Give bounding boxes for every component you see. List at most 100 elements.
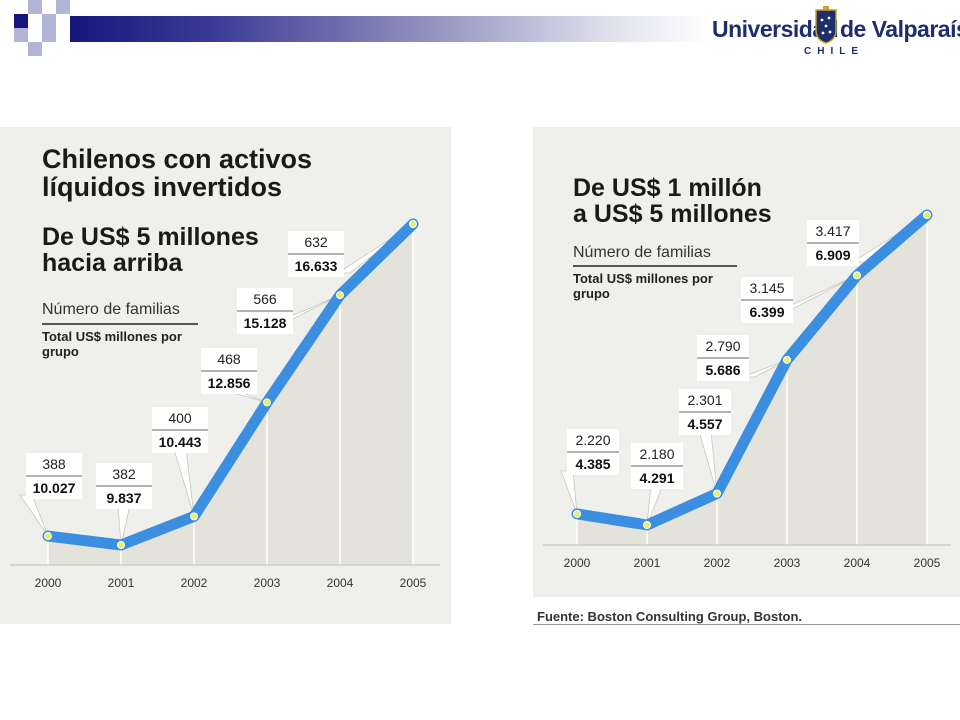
deco-square — [42, 28, 56, 42]
data-label-total: 15.128 — [244, 315, 287, 331]
callout-box-families — [96, 463, 152, 485]
callout-box-total — [237, 312, 293, 334]
data-label-total: 4.557 — [687, 416, 722, 432]
data-label-families: 400 — [168, 410, 192, 426]
callout-box-total — [697, 359, 749, 381]
deco-square — [14, 28, 28, 42]
callout-box-total — [807, 244, 859, 266]
data-label-total: 5.686 — [705, 362, 740, 378]
callout-box-total — [679, 413, 731, 435]
x-tick-label: 2005 — [400, 576, 427, 590]
callout-pointer — [173, 448, 195, 517]
data-label-total: 12.856 — [208, 375, 251, 391]
callout-pointer — [19, 494, 49, 537]
data-label-families: 382 — [112, 466, 136, 482]
callout-box-total — [288, 255, 344, 277]
deco-square — [56, 0, 70, 14]
callout-pointer — [560, 470, 578, 515]
callout-box-total — [96, 487, 152, 509]
chart-right-subtitle: De US$ 1 millón a US$ 5 millones — [573, 174, 772, 229]
chart-panel-left: 2000 2001 2002 2003 2004 2005 388 10.027 382 9.83… — [0, 127, 451, 624]
chart-source: Fuente: Boston Consulting Group, Boston. — [537, 609, 803, 624]
callout-box-total — [631, 467, 683, 489]
callout-box-families — [679, 389, 731, 411]
data-point — [263, 398, 271, 407]
x-tick-label: 2004 — [327, 576, 354, 590]
callout-box-families — [741, 277, 793, 299]
data-point — [409, 220, 417, 228]
data-point — [44, 532, 52, 541]
data-label-families: 468 — [217, 351, 241, 367]
header-gradient-bar — [70, 16, 710, 42]
data-label-total: 10.443 — [159, 434, 202, 450]
chart-left-legend-total: Total US$ millones por grupo — [42, 329, 182, 359]
callout-box-total — [26, 477, 82, 499]
data-point — [643, 521, 651, 529]
data-point — [117, 541, 125, 549]
university-logo: Universidad de Valparaíso CHILE — [712, 6, 960, 60]
shield-icon — [815, 6, 837, 44]
callout-box-families — [567, 429, 619, 451]
series-line — [42, 218, 419, 551]
callout-box-families — [631, 443, 683, 465]
x-tick-label: 2001 — [634, 556, 661, 570]
data-point — [923, 211, 931, 219]
data-label-families: 2.301 — [687, 392, 722, 408]
source-rule — [533, 624, 960, 625]
series-line — [571, 209, 933, 531]
chart-left-title: Chilenos con activos líquidos invertidos — [42, 144, 313, 203]
data-point — [713, 489, 721, 498]
chart-panel-right: 2000 2001 2002 2003 2004 2005 2.220 4.385 2.180 4… — [533, 127, 960, 597]
logo-word-valparaiso: de Valparaíso — [840, 16, 960, 42]
callout-box-families — [237, 288, 293, 310]
data-label-families: 566 — [253, 291, 277, 307]
x-tick-label: 2003 — [774, 556, 801, 570]
x-tick-label: 2000 — [35, 576, 62, 590]
chart-right-legend-total: Total US$ millones por grupo — [573, 271, 713, 301]
data-label-families: 2.790 — [705, 338, 740, 354]
callout-box-families — [26, 453, 82, 475]
data-point — [783, 355, 791, 364]
chart-right-svg: 2000 2001 2002 2003 2004 2005 2.220 4.385 2.180 4… — [543, 209, 951, 570]
callout-pointer — [698, 430, 718, 494]
callout-box-total — [741, 301, 793, 323]
x-tick-label: 2004 — [844, 556, 871, 570]
chart-left-svg: 2000 2001 2002 2003 2004 2005 388 10.027 382 9.83… — [10, 218, 440, 590]
data-label-total: 6.399 — [749, 304, 784, 320]
chart-left-subtitle: De US$ 5 millones hacia arriba — [42, 223, 259, 278]
deco-square — [42, 14, 56, 28]
callout-box-total — [567, 453, 619, 475]
callout-box-total — [201, 372, 257, 394]
data-point — [853, 271, 861, 280]
data-label-families: 388 — [42, 456, 66, 472]
data-label-families: 2.180 — [639, 446, 674, 462]
chart-right-legend-rule — [573, 265, 737, 267]
data-label-total: 10.027 — [33, 480, 76, 496]
chart-right-legend-families: Número de familias — [573, 244, 711, 261]
chart-left-legend-families: Número de familias — [42, 301, 180, 318]
x-tick-label: 2001 — [108, 576, 135, 590]
deco-square — [28, 42, 42, 56]
x-tick-label: 2003 — [254, 576, 281, 590]
callout-box-families — [807, 220, 859, 242]
data-label-total: 9.837 — [106, 490, 141, 506]
callout-box-families — [152, 407, 208, 429]
data-point — [573, 509, 581, 518]
data-label-total: 4.291 — [639, 470, 674, 486]
x-tick-label: 2005 — [914, 556, 941, 570]
logo-country: CHILE — [804, 46, 864, 57]
data-label-total: 4.385 — [575, 456, 610, 472]
callout-box-families — [288, 231, 344, 253]
x-tick-label: 2002 — [704, 556, 731, 570]
data-label-families: 632 — [304, 234, 328, 250]
data-label-families: 3.417 — [815, 223, 850, 239]
data-label-total: 6.909 — [815, 247, 850, 263]
data-label-total: 16.633 — [295, 258, 338, 274]
x-tick-label: 2002 — [181, 576, 208, 590]
callout-box-families — [201, 348, 257, 370]
data-label-families: 2.220 — [575, 432, 610, 448]
chart-area-fill — [48, 224, 413, 565]
deco-square — [14, 14, 28, 28]
data-label-families: 3.145 — [749, 280, 784, 296]
callout-box-families — [697, 335, 749, 357]
